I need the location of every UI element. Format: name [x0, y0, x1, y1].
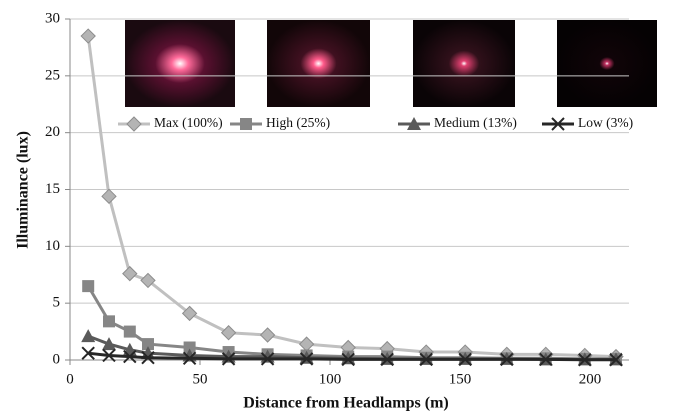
marker	[407, 117, 421, 130]
marker	[101, 188, 117, 205]
marker	[609, 353, 623, 367]
marker	[81, 346, 95, 360]
y-tick-label: 20	[45, 124, 60, 140]
marker	[500, 352, 514, 367]
marker	[298, 336, 315, 352]
marker	[123, 349, 137, 364]
marker	[140, 272, 156, 289]
marker	[221, 352, 236, 366]
marker	[102, 337, 116, 351]
marker	[81, 329, 96, 343]
y-axis-title: Illuminance (lux)	[15, 131, 32, 249]
photo	[267, 20, 370, 107]
x-tick-label: 150	[449, 371, 472, 387]
x-axis-title: Distance from Headlamps (m)	[243, 395, 448, 412]
marker	[341, 351, 356, 365]
marker	[141, 346, 155, 360]
y-tick-label: 30	[45, 10, 60, 26]
series-line	[86, 35, 617, 359]
x-tick-label: 100	[319, 371, 342, 387]
marker	[458, 352, 472, 367]
marker	[220, 325, 237, 341]
y-tick-label: 0	[53, 351, 61, 367]
y-tick-label: 5	[53, 295, 61, 311]
marker	[183, 341, 196, 354]
photo	[125, 20, 235, 107]
x-tick-label: 200	[579, 371, 602, 387]
marker	[299, 352, 314, 366]
marker	[122, 265, 138, 282]
legend-label: Max (100%)	[154, 115, 223, 130]
legend-label: Medium (13%)	[434, 115, 517, 130]
marker	[259, 327, 276, 343]
marker	[80, 28, 96, 44]
legend-label: High (25%)	[266, 115, 330, 130]
marker	[380, 352, 394, 367]
y-tick-label: 15	[45, 181, 60, 197]
x-tick-label: 50	[193, 371, 208, 387]
marker	[260, 352, 275, 366]
marker	[299, 350, 314, 364]
marker	[103, 315, 115, 328]
marker	[126, 116, 142, 132]
x-tick-label: 0	[66, 371, 74, 387]
y-tick-label: 25	[45, 67, 60, 83]
photo	[557, 20, 657, 107]
photo	[413, 20, 515, 107]
marker	[181, 305, 198, 322]
marker	[102, 348, 116, 363]
marker	[539, 352, 553, 367]
y-tick-label: 10	[45, 238, 60, 254]
marker	[123, 325, 136, 338]
marker	[141, 351, 155, 365]
marker	[419, 352, 433, 367]
series-line	[88, 351, 616, 362]
marker	[182, 351, 197, 366]
legend-label: Low (3%)	[578, 115, 633, 130]
marker	[341, 352, 355, 367]
marker	[551, 117, 565, 131]
marker	[142, 338, 154, 351]
marker	[240, 118, 252, 130]
marker	[82, 280, 95, 293]
marker	[578, 353, 592, 367]
